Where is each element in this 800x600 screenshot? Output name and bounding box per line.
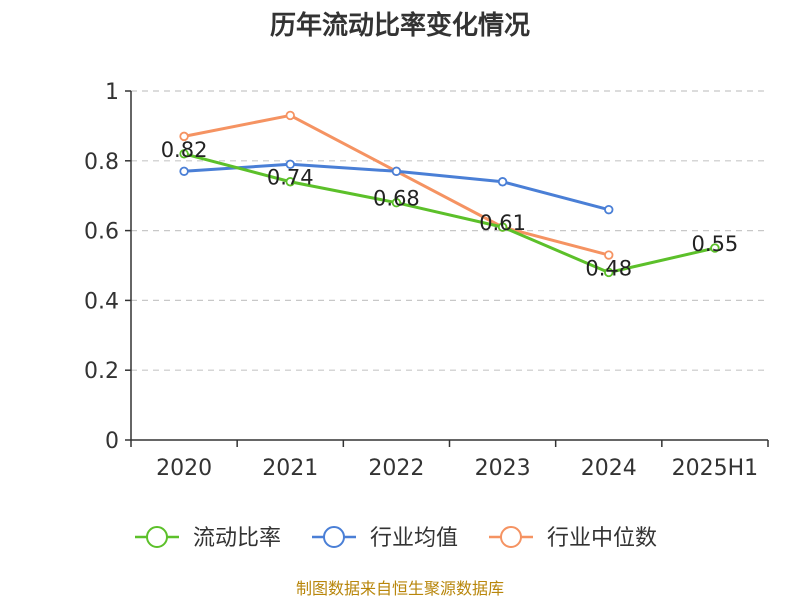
data-label: 0.61	[479, 211, 526, 235]
y-tick-label: 1	[105, 80, 119, 105]
y-tick-label: 0	[105, 429, 119, 454]
legend-marker	[323, 526, 345, 548]
x-tick-label: 2021	[262, 456, 318, 481]
data-point	[391, 166, 402, 176]
data-point	[604, 204, 614, 215]
y-tick-label: 0.6	[84, 220, 119, 245]
series-line	[183, 113, 610, 257]
data-label: 0.55	[692, 232, 739, 256]
y-tick-label: 0.8	[84, 150, 119, 175]
data-point	[285, 177, 295, 187]
x-tick-label: 2020	[156, 456, 212, 481]
legend-label: 行业中位数	[547, 526, 657, 551]
series-line	[183, 152, 716, 274]
data-point	[285, 110, 295, 121]
legend[interactable]: 流动比率 行业均值 行业中位数	[135, 526, 657, 551]
x-tick-label: 2023	[475, 456, 531, 481]
y-tick-label: 0.2	[84, 359, 119, 384]
data-point	[179, 149, 189, 159]
data-labels: 0.82 0.74 0.68 0.61 0.48 0.55	[161, 138, 739, 281]
grid	[131, 90, 768, 371]
data-point	[497, 222, 508, 232]
data-label: 0.68	[373, 187, 420, 211]
source-note: 制图数据来自恒生聚源数据库	[296, 579, 504, 598]
data-point	[710, 243, 720, 253]
x-tick-label: 2024	[581, 456, 637, 481]
data-point	[391, 197, 402, 208]
data-point	[604, 267, 614, 278]
legend-marker	[146, 526, 168, 548]
legend-marker	[500, 526, 522, 548]
x-tick-label: 2022	[368, 456, 424, 481]
y-tick-label: 0.4	[84, 289, 119, 314]
data-point	[179, 166, 189, 176]
data-point	[604, 250, 614, 260]
legend-label: 行业均值	[370, 526, 458, 551]
data-label: 0.74	[267, 166, 314, 190]
data-point	[179, 131, 189, 142]
axes: 0 0.2 0.4 0.6 0.8 1 2020 2021 2022 2023 2024 2025H1	[84, 80, 769, 481]
data-label: 0.82	[161, 138, 208, 162]
legend-label: 流动比率	[193, 526, 281, 551]
series-layer	[179, 110, 720, 278]
data-point	[285, 159, 295, 169]
x-tick-label: 2025H1	[672, 456, 759, 481]
data-point	[497, 177, 508, 187]
data-label: 0.48	[585, 256, 632, 280]
chart-title: 历年流动比率变化情况	[270, 10, 530, 41]
